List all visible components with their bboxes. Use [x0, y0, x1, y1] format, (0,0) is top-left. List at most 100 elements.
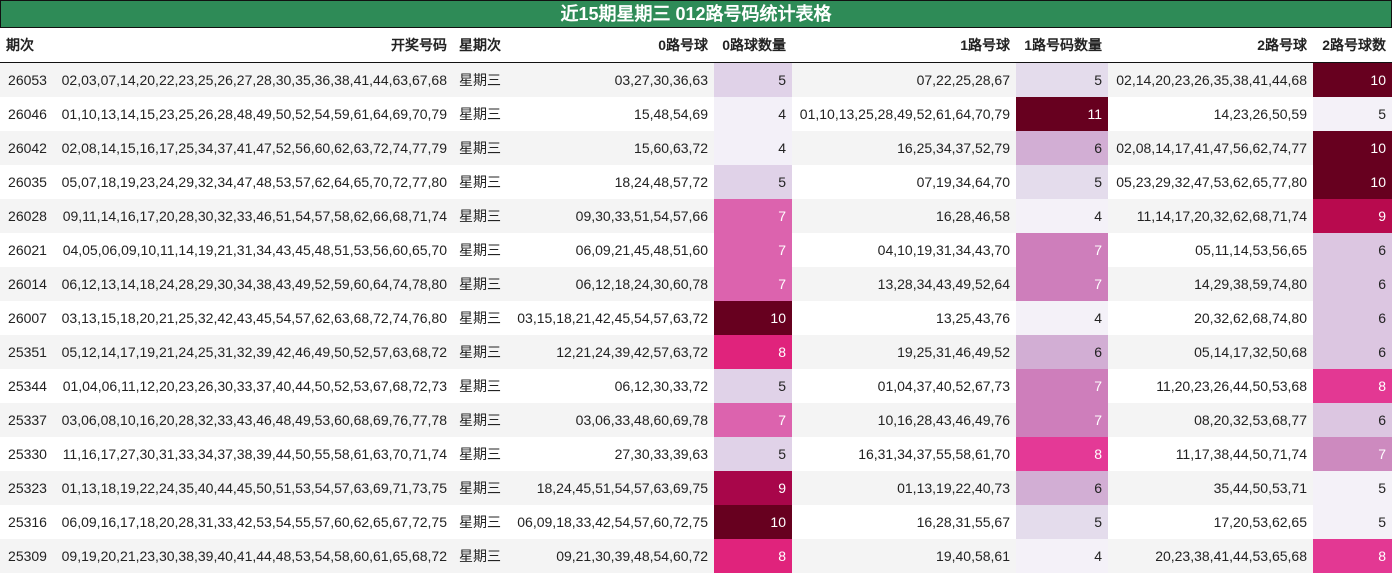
- header-route2-count: 2路号球数: [1313, 28, 1392, 63]
- header-route1-numbers: 1路号球: [792, 28, 1016, 63]
- cell-weekday: 星期三: [453, 505, 510, 539]
- cell-route2-numbers: 14,23,26,50,59: [1108, 97, 1313, 131]
- cell-weekday: 星期三: [453, 369, 510, 403]
- table-row: 26007 03,13,15,18,20,21,25,32,42,43,45,54…: [0, 301, 1392, 335]
- cell-route0-count: 5: [714, 62, 792, 97]
- cell-route2-count: 10: [1313, 131, 1392, 165]
- cell-route2-numbers: 35,44,50,53,71: [1108, 471, 1313, 505]
- cell-route1-count: 11: [1016, 97, 1108, 131]
- cell-route1-count: 6: [1016, 131, 1108, 165]
- table-row: 26021 04,05,06,09,10,11,14,19,21,31,34,43…: [0, 233, 1392, 267]
- table-row: 25316 06,09,16,17,18,20,28,31,33,42,53,54…: [0, 505, 1392, 539]
- table-row: 26014 06,12,13,14,18,24,28,29,30,34,38,43…: [0, 267, 1392, 301]
- table-row: 26042 02,08,14,15,16,17,25,34,37,41,47,52…: [0, 131, 1392, 165]
- cell-route2-numbers: 17,20,53,62,65: [1108, 505, 1313, 539]
- cell-weekday: 星期三: [453, 199, 510, 233]
- cell-route2-count: 6: [1313, 335, 1392, 369]
- cell-period: 26046: [0, 97, 55, 131]
- cell-weekday: 星期三: [453, 97, 510, 131]
- cell-draw-numbers: 01,04,06,11,12,20,23,26,30,33,37,40,44,5…: [55, 369, 453, 403]
- cell-route0-count: 8: [714, 335, 792, 369]
- header-route1-count: 1路号码数量: [1016, 28, 1108, 63]
- cell-route0-count: 7: [714, 233, 792, 267]
- cell-route1-count: 6: [1016, 471, 1108, 505]
- cell-route1-numbers: 01,10,13,25,28,49,52,61,64,70,79: [792, 97, 1016, 131]
- cell-route1-numbers: 01,04,37,40,52,67,73: [792, 369, 1016, 403]
- table-row: 25323 01,13,18,19,22,24,35,40,44,45,50,51…: [0, 471, 1392, 505]
- cell-route0-numbers: 18,24,45,51,54,57,63,69,75: [510, 471, 714, 505]
- cell-route0-count: 7: [714, 267, 792, 301]
- cell-route2-numbers: 05,14,17,32,50,68: [1108, 335, 1313, 369]
- cell-route2-count: 6: [1313, 233, 1392, 267]
- cell-route0-count: 5: [714, 165, 792, 199]
- cell-period: 26021: [0, 233, 55, 267]
- cell-route1-numbers: 13,25,43,76: [792, 301, 1016, 335]
- header-route0-numbers: 0路号球: [510, 28, 714, 63]
- cell-weekday: 星期三: [453, 437, 510, 471]
- cell-route1-count: 5: [1016, 62, 1108, 97]
- cell-route0-numbers: 12,21,24,39,42,57,63,72: [510, 335, 714, 369]
- cell-route0-numbers: 09,30,33,51,54,57,66: [510, 199, 714, 233]
- cell-route0-numbers: 03,06,33,48,60,69,78: [510, 403, 714, 437]
- table-row: 25351 05,12,14,17,19,21,24,25,31,32,39,42…: [0, 335, 1392, 369]
- cell-route1-count: 7: [1016, 403, 1108, 437]
- header-route0-count: 0路球数量: [714, 28, 792, 63]
- cell-weekday: 星期三: [453, 403, 510, 437]
- cell-route2-numbers: 05,23,29,32,47,53,62,65,77,80: [1108, 165, 1313, 199]
- cell-period: 25309: [0, 539, 55, 573]
- cell-route0-numbers: 06,09,18,33,42,54,57,60,72,75: [510, 505, 714, 539]
- cell-route0-count: 10: [714, 301, 792, 335]
- cell-route2-numbers: 11,17,38,44,50,71,74: [1108, 437, 1313, 471]
- cell-draw-numbers: 09,11,14,16,17,20,28,30,32,33,46,51,54,5…: [55, 199, 453, 233]
- cell-route2-count: 8: [1313, 369, 1392, 403]
- cell-route1-numbers: 16,28,31,55,67: [792, 505, 1016, 539]
- cell-route2-numbers: 20,32,62,68,74,80: [1108, 301, 1313, 335]
- cell-period: 25344: [0, 369, 55, 403]
- cell-weekday: 星期三: [453, 62, 510, 97]
- cell-route1-count: 7: [1016, 233, 1108, 267]
- cell-draw-numbers: 03,13,15,18,20,21,25,32,42,43,45,54,57,6…: [55, 301, 453, 335]
- cell-period: 25323: [0, 471, 55, 505]
- cell-route1-numbers: 19,40,58,61: [792, 539, 1016, 573]
- table-row: 26035 05,07,18,19,23,24,29,32,34,47,48,53…: [0, 165, 1392, 199]
- header-period: 期次: [0, 28, 55, 63]
- cell-route2-count: 9: [1313, 199, 1392, 233]
- cell-route2-count: 7: [1313, 437, 1392, 471]
- cell-route1-count: 5: [1016, 165, 1108, 199]
- cell-draw-numbers: 02,08,14,15,16,17,25,34,37,41,47,52,56,6…: [55, 131, 453, 165]
- cell-route2-count: 6: [1313, 301, 1392, 335]
- cell-period: 25330: [0, 437, 55, 471]
- cell-route2-numbers: 02,14,20,23,26,35,38,41,44,68: [1108, 62, 1313, 97]
- cell-period: 25351: [0, 335, 55, 369]
- cell-route1-numbers: 16,28,46,58: [792, 199, 1016, 233]
- cell-route1-count: 7: [1016, 267, 1108, 301]
- cell-route0-numbers: 27,30,33,39,63: [510, 437, 714, 471]
- cell-route0-count: 9: [714, 471, 792, 505]
- table-row: 25337 03,06,08,10,16,20,28,32,33,43,46,48…: [0, 403, 1392, 437]
- header-draw-numbers: 开奖号码: [55, 28, 453, 63]
- cell-weekday: 星期三: [453, 539, 510, 573]
- cell-route0-count: 4: [714, 97, 792, 131]
- cell-route1-count: 4: [1016, 301, 1108, 335]
- cell-route1-numbers: 16,25,34,37,52,79: [792, 131, 1016, 165]
- cell-draw-numbers: 05,12,14,17,19,21,24,25,31,32,39,42,46,4…: [55, 335, 453, 369]
- cell-route1-numbers: 01,13,19,22,40,73: [792, 471, 1016, 505]
- header-row: 期次 开奖号码 星期次 0路号球 0路球数量 1路号球 1路号码数量 2路号球 2路号球数: [0, 28, 1392, 63]
- cell-route0-count: 5: [714, 369, 792, 403]
- cell-route1-numbers: 19,25,31,46,49,52: [792, 335, 1016, 369]
- cell-draw-numbers: 04,05,06,09,10,11,14,19,21,31,34,43,45,4…: [55, 233, 453, 267]
- table-row: 25344 01,04,06,11,12,20,23,26,30,33,37,40…: [0, 369, 1392, 403]
- cell-route0-numbers: 06,12,30,33,72: [510, 369, 714, 403]
- cell-route1-count: 4: [1016, 539, 1108, 573]
- cell-route0-numbers: 06,12,18,24,30,60,78: [510, 267, 714, 301]
- cell-weekday: 星期三: [453, 301, 510, 335]
- cell-route2-count: 10: [1313, 62, 1392, 97]
- cell-route2-numbers: 11,14,17,20,32,62,68,71,74: [1108, 199, 1313, 233]
- cell-route1-numbers: 16,31,34,37,55,58,61,70: [792, 437, 1016, 471]
- cell-route1-numbers: 07,19,34,64,70: [792, 165, 1016, 199]
- cell-route1-count: 4: [1016, 199, 1108, 233]
- table-row: 25330 11,16,17,27,30,31,33,34,37,38,39,44…: [0, 437, 1392, 471]
- cell-period: 25337: [0, 403, 55, 437]
- cell-weekday: 星期三: [453, 471, 510, 505]
- table-title: 近15期星期三 012路号码统计表格: [0, 0, 1392, 28]
